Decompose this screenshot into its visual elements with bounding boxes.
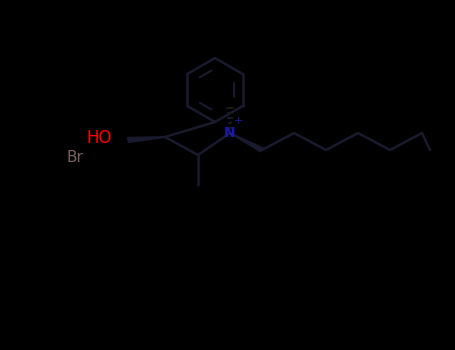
Text: +: + (233, 116, 243, 126)
Text: N: N (224, 126, 236, 140)
Text: HO: HO (86, 129, 112, 147)
Polygon shape (128, 137, 165, 142)
Text: Br: Br (66, 150, 83, 166)
Polygon shape (230, 133, 263, 152)
